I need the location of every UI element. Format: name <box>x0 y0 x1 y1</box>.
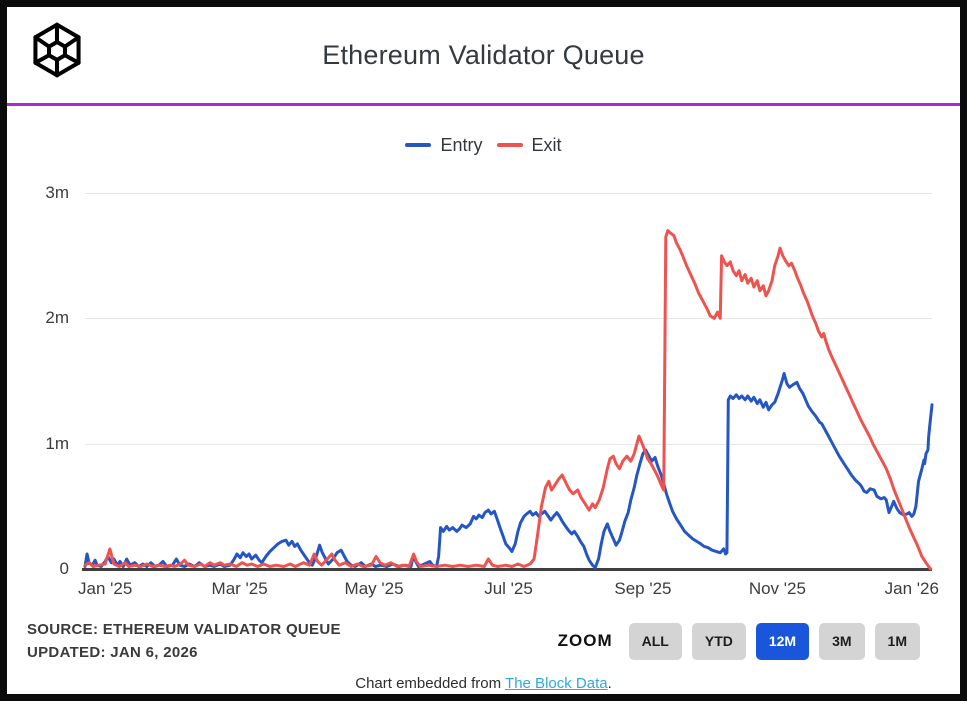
zoom-controls: ZOOM ALL YTD 12M 3M 1M <box>557 622 920 660</box>
x-axis-label: Mar '25 <box>211 579 268 598</box>
gridline-3m <box>85 193 932 194</box>
x-axis-label: Jan '25 <box>78 579 133 598</box>
zoom-label: ZOOM <box>557 631 613 650</box>
legend-swatch-entry <box>405 143 432 147</box>
y-axis-label-0: 0 <box>59 559 69 578</box>
x-axis-label: Sep '25 <box>614 579 672 598</box>
zoom-button-all[interactable]: ALL <box>628 622 682 660</box>
legend-label: Entry <box>440 134 483 155</box>
embed-attribution: Chart embedded from The Block Data. <box>7 675 960 692</box>
chart-legend: Entry Exit <box>7 133 960 157</box>
legend-item-entry[interactable]: Entry <box>405 134 483 156</box>
y-axis-label-3m: 3m <box>45 183 69 202</box>
y-axis-label-1m: 1m <box>45 433 69 453</box>
embed-link[interactable]: The Block Data <box>505 675 608 692</box>
entry-line[interactable] <box>85 374 932 568</box>
zoom-button-ytd[interactable]: YTD <box>691 622 746 660</box>
zoom-button-12m[interactable]: 12M <box>755 622 810 660</box>
updated-line: UPDATED: JAN 6, 2026 <box>27 644 198 661</box>
page-title: Ethereum Validator Queue <box>322 40 645 70</box>
legend-swatch-exit <box>496 143 523 147</box>
source-line: SOURCE: ETHEREUM VALIDATOR QUEUE <box>27 621 341 638</box>
gridline-2m <box>85 318 932 320</box>
header: Ethereum Validator Queue <box>7 7 960 103</box>
exit-line[interactable] <box>85 231 931 569</box>
the-block-logo-icon[interactable] <box>27 20 87 80</box>
zoom-button-1m[interactable]: 1M <box>874 622 920 660</box>
x-axis-line <box>82 568 932 571</box>
chart-footer: SOURCE: ETHEREUM VALIDATOR QUEUE UPDATED… <box>7 615 960 667</box>
legend-label: Exit <box>531 134 562 155</box>
y-axis-label-2m: 2m <box>45 308 69 328</box>
legend-item-exit[interactable]: Exit <box>496 134 562 156</box>
x-axis-label: Nov '25 <box>748 579 806 598</box>
header-divider <box>7 103 960 106</box>
embed-text-suffix: . <box>607 675 612 692</box>
source-text: SOURCE: ETHEREUM VALIDATOR QUEUE UPDATED… <box>27 618 341 664</box>
chart-canvas <box>85 193 932 569</box>
chart-plot-area: 0 1m 2m 3m <box>45 183 932 578</box>
gridline-1m <box>85 443 932 445</box>
x-axis-label: Jul '25 <box>484 579 533 598</box>
x-axis-label: Jan '26 <box>884 579 939 598</box>
embed-text: Chart embedded from <box>355 675 506 692</box>
x-axis-labels: Jan '25 Mar '25 May '25 Jul '25 Sep '25 Nov '… <box>78 579 939 605</box>
x-axis-label: May '25 <box>344 579 404 598</box>
zoom-button-3m[interactable]: 3M <box>819 622 865 660</box>
